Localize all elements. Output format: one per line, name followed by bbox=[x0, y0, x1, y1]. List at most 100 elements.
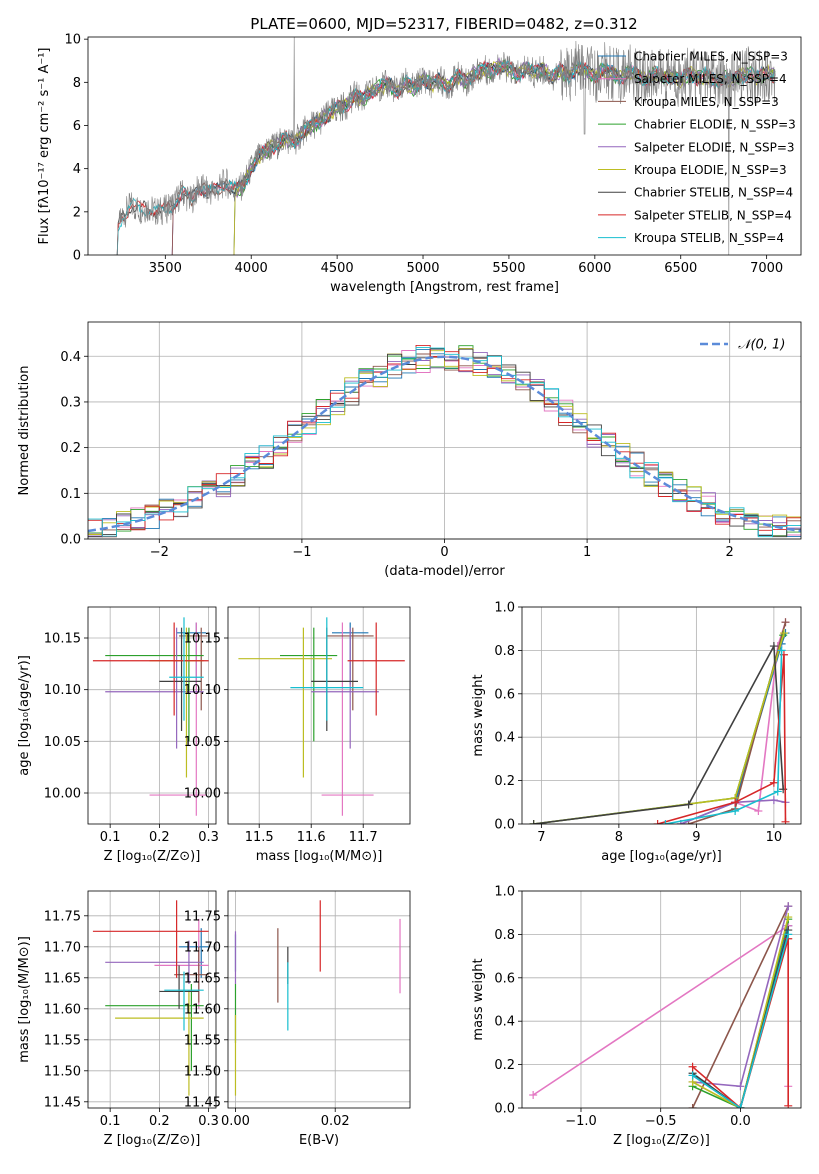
histogram-step bbox=[88, 347, 801, 538]
y-tick-label: 11.55 bbox=[184, 1033, 221, 1048]
weight-marker bbox=[784, 913, 793, 922]
y-tick-label: 8 bbox=[73, 76, 81, 91]
plot-area bbox=[234, 900, 401, 1096]
data-point bbox=[115, 990, 204, 1096]
axes-frame bbox=[521, 606, 802, 825]
x-tick-label: 10 bbox=[766, 830, 783, 845]
y-tick-label: 11.50 bbox=[44, 1064, 81, 1079]
weight-marker bbox=[731, 806, 740, 815]
data-point bbox=[169, 617, 204, 721]
x-tick-label: 11.6 bbox=[297, 830, 326, 845]
y-axis-label: mass weight bbox=[471, 958, 486, 1040]
legend-entry: Salpeter ELODIE, N_SSP=3 bbox=[634, 140, 795, 154]
y-tick-label: 0.0 bbox=[60, 533, 81, 548]
x-tick-label: 0.3 bbox=[198, 830, 219, 845]
axes-frame bbox=[521, 890, 802, 1109]
y-tick-label: 0.8 bbox=[494, 928, 515, 943]
data-point bbox=[280, 627, 338, 742]
axes-frame bbox=[87, 606, 217, 825]
weight-marker bbox=[777, 646, 786, 655]
y-tick-label: 11.75 bbox=[44, 909, 81, 924]
y-tick-label: 4 bbox=[73, 162, 81, 177]
data-point bbox=[164, 971, 204, 1031]
y-tick-label: 0.2 bbox=[494, 1058, 515, 1073]
data-point bbox=[92, 622, 209, 716]
y-tick-label: 10.05 bbox=[44, 735, 81, 750]
y-tick-label: 10.15 bbox=[44, 632, 81, 647]
legend-entry: Kroupa MILES, N_SSP=3 bbox=[634, 95, 779, 109]
x-tick-label: 2 bbox=[726, 545, 734, 560]
weight-line bbox=[691, 905, 789, 1108]
data-point bbox=[290, 617, 364, 721]
y-tick-label: 0.1 bbox=[60, 487, 81, 502]
data-point bbox=[105, 627, 204, 742]
y-tick-label: 0.3 bbox=[60, 395, 81, 410]
x-axis-label: (data-model)/error bbox=[384, 564, 505, 579]
data-point bbox=[92, 900, 209, 978]
weight-marker bbox=[688, 1104, 697, 1108]
y-tick-label: 0.4 bbox=[60, 350, 81, 365]
x-tick-label: 0.00 bbox=[221, 1114, 250, 1129]
panel-weight_vs_age: 7 8 9 10 0.0 0.2 0.4 0.6 0.8 1.0 age [log₁₀(age/yr… bbox=[471, 601, 802, 864]
y-tick-label: 0.4 bbox=[494, 1015, 515, 1030]
x-tick-label: 7 bbox=[537, 830, 545, 845]
weight-marker bbox=[688, 1062, 697, 1071]
y-tick-label: 11.65 bbox=[44, 971, 81, 986]
weight-marker bbox=[779, 629, 788, 638]
x-tick-label: 8 bbox=[615, 830, 623, 845]
x-tick-label: 3500 bbox=[149, 261, 182, 276]
x-tick-label: 4000 bbox=[235, 261, 268, 276]
legend-entry: Chabrier STELIB, N_SSP=4 bbox=[634, 186, 793, 200]
x-tick-label: −1 bbox=[292, 545, 311, 560]
legend-entry: Chabrier ELODIE, N_SSP=3 bbox=[634, 118, 796, 132]
weight-marker bbox=[784, 930, 793, 939]
panel-weight_vs_Z: −1.0 −0.5 0.0 0.0 0.2 0.4 0.6 0.8 1.0 Z [log₁₀(Z/… bbox=[471, 885, 802, 1148]
weight-line bbox=[692, 916, 789, 1108]
panel-age_vs_Z: 0.1 0.2 0.3 10.00 10.05 10.10 10.15 Z [log₁₀(Z/… bbox=[17, 606, 219, 864]
x-tick-label: 0.0 bbox=[730, 1114, 751, 1129]
y-axis-label: mass weight bbox=[471, 674, 486, 756]
weight-marker bbox=[736, 1082, 745, 1091]
y-tick-label: 11.70 bbox=[44, 940, 81, 955]
y-axis-label: mass [log₁₀(M/M⊙)] bbox=[17, 936, 32, 1063]
weight-line bbox=[665, 650, 783, 824]
y-tick-label: 11.65 bbox=[184, 971, 221, 986]
y-tick-label: 1.0 bbox=[494, 601, 515, 616]
y-tick-label: 11.60 bbox=[184, 1002, 221, 1017]
weight-marker bbox=[688, 1071, 697, 1080]
weight-marker bbox=[736, 1104, 745, 1108]
weight-marker bbox=[781, 817, 790, 824]
y-tick-label: 10 bbox=[64, 33, 81, 48]
y-tick-label: 0.0 bbox=[494, 1102, 515, 1117]
x-tick-label: 0.1 bbox=[100, 1114, 121, 1129]
x-tick-label: 6500 bbox=[664, 261, 697, 276]
x-tick-label: 0.1 bbox=[100, 830, 121, 845]
x-axis-label: E(B-V) bbox=[299, 1133, 339, 1148]
y-tick-label: 10.10 bbox=[44, 683, 81, 698]
data-point bbox=[179, 928, 209, 978]
model-line bbox=[233, 56, 776, 255]
weight-marker bbox=[754, 806, 763, 815]
y-tick-label: 0.6 bbox=[494, 971, 515, 986]
plot-area bbox=[113, 37, 776, 255]
y-tick-label: 11.55 bbox=[44, 1033, 81, 1048]
x-tick-label: 0.2 bbox=[149, 830, 170, 845]
y-tick-label: 11.60 bbox=[44, 1002, 81, 1017]
y-tick-label: 2 bbox=[73, 205, 81, 220]
y-tick-label: 0.4 bbox=[494, 731, 515, 746]
plot-area bbox=[529, 618, 790, 824]
y-axis-label: Normed distribution bbox=[17, 366, 32, 496]
axes-frame bbox=[87, 36, 802, 256]
data-point bbox=[105, 984, 204, 1071]
y-tick-label: 0.2 bbox=[60, 441, 81, 456]
x-tick-label: 5000 bbox=[406, 261, 439, 276]
weight-line bbox=[680, 799, 786, 824]
x-axis-label: mass [log₁₀(M/M⊙)] bbox=[256, 849, 383, 864]
axes-frame bbox=[227, 606, 411, 825]
weight-marker bbox=[769, 778, 778, 787]
legend-entry: Salpeter STELIB, N_SSP=4 bbox=[634, 208, 792, 222]
x-tick-label: 0.3 bbox=[198, 1114, 219, 1129]
x-axis-label: Z [log₁₀(Z/Z⊙)] bbox=[104, 1133, 201, 1148]
legend-entry: Chabrier MILES, N_SSP=3 bbox=[634, 50, 788, 64]
